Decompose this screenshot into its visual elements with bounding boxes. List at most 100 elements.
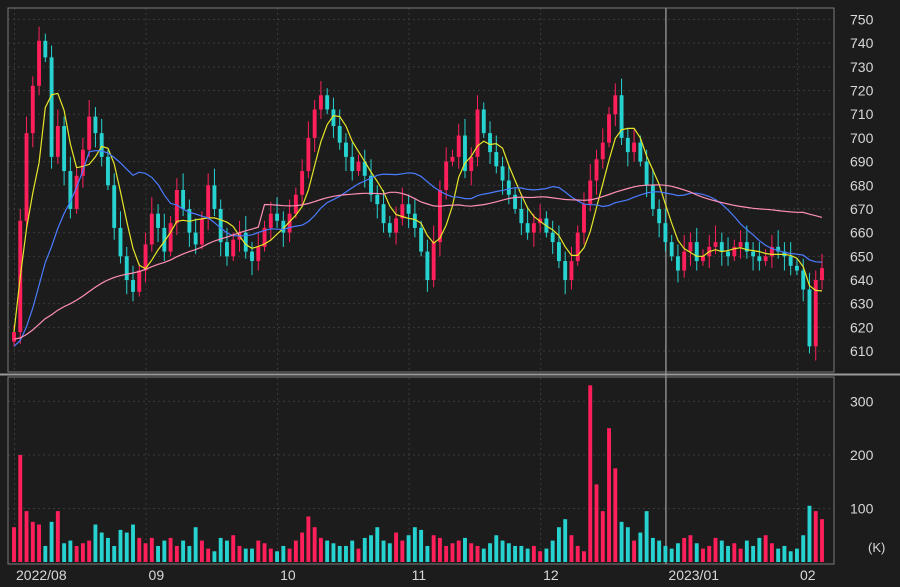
volume-bar: [594, 484, 599, 562]
volume-bar: [118, 529, 123, 562]
candle-body: [481, 109, 486, 134]
candle-body: [300, 171, 305, 195]
volume-bar: [275, 551, 280, 562]
volume-bar: [394, 532, 399, 562]
candle-body: [293, 194, 298, 214]
volume-bar: [619, 521, 624, 562]
volume-bar: [544, 548, 549, 562]
candle-body: [657, 208, 662, 224]
candle-body: [494, 152, 499, 167]
candle-body: [582, 204, 586, 233]
volume-bar: [293, 540, 298, 562]
grid-lines: [8, 8, 834, 564]
volume-bar: [582, 551, 586, 562]
price-tick-label: 710: [850, 106, 874, 122]
volume-bar: [531, 545, 536, 562]
volume-bar: [769, 543, 774, 562]
volume-bar: [556, 527, 561, 562]
price-tick-label: 670: [850, 201, 874, 217]
candle-body: [607, 114, 611, 143]
price-tick-label: 630: [850, 296, 874, 312]
candle-body: [350, 156, 355, 172]
volume-bar: [463, 537, 467, 562]
candle-body: [650, 185, 655, 209]
volume-bar: [55, 511, 60, 562]
volume-bar: [419, 529, 424, 562]
price-tick-label: 750: [850, 11, 874, 27]
candle-body: [663, 223, 668, 243]
volume-bar: [437, 537, 442, 562]
volume-bar: [469, 543, 474, 562]
volume-bar: [475, 545, 480, 562]
candle-body: [375, 194, 380, 205]
volume-bar: [124, 532, 129, 562]
volume-bar: [450, 543, 455, 562]
candle-body: [701, 256, 705, 262]
volume-bar: [362, 537, 367, 562]
candle-body: [381, 204, 386, 224]
candle-body: [412, 213, 417, 228]
candle-body: [199, 218, 204, 245]
price-tick-label: 620: [850, 319, 874, 335]
candle-body: [431, 242, 436, 280]
volume-bar: [632, 540, 637, 562]
volume-bar: [93, 524, 98, 562]
candle-body: [112, 185, 117, 228]
candle-body: [556, 242, 561, 262]
volume-bar: [199, 540, 204, 562]
volume-bar: [149, 537, 154, 562]
candle-body: [619, 95, 624, 138]
candle-body: [30, 85, 35, 134]
candle-body: [143, 244, 148, 271]
volume-bar: [569, 535, 574, 562]
candle-body: [463, 135, 467, 172]
volume-bar: [757, 537, 762, 562]
volume-bar: [306, 516, 311, 562]
volume-bar: [369, 535, 373, 562]
volume-bar: [801, 535, 806, 562]
candle-body: [262, 227, 267, 247]
volume-bar: [795, 548, 799, 562]
ma-long-line: [13, 184, 823, 340]
volume-bar: [744, 540, 749, 562]
volume-bar: [400, 540, 405, 562]
volume-bar: [225, 540, 229, 562]
volume-bar: [262, 543, 267, 562]
candle-body: [456, 135, 461, 157]
volume-bar: [694, 543, 699, 562]
candle-body: [287, 213, 292, 233]
candle-body: [437, 190, 442, 243]
candle-body: [469, 156, 474, 172]
candle-body: [801, 270, 806, 290]
volume-bar: [538, 551, 543, 562]
price-tick-label: 740: [850, 35, 874, 51]
volume-bar: [669, 548, 674, 562]
volume-bar: [37, 524, 41, 562]
candle-body: [675, 256, 680, 271]
candle-body: [99, 133, 104, 157]
price-tick-label: 690: [850, 154, 874, 170]
candle-body: [776, 246, 781, 252]
volume-bar: [168, 537, 173, 562]
volume-bar: [106, 537, 110, 562]
candle-body: [337, 126, 342, 143]
volume-bar: [206, 548, 211, 562]
volume-bar: [550, 540, 555, 562]
candle-body: [306, 137, 311, 172]
volume-bars: [12, 385, 824, 562]
candle-body: [738, 242, 743, 247]
candle-body: [638, 142, 643, 162]
volume-bar: [663, 545, 668, 562]
volume-bar: [287, 548, 292, 562]
price-tick-label: 720: [850, 83, 874, 99]
volume-tick-label: 300: [850, 393, 874, 409]
volume-bar: [68, 540, 73, 562]
volume-bar: [187, 545, 192, 562]
candle-body: [356, 161, 361, 172]
candle-body: [331, 109, 336, 127]
candle-body: [594, 159, 599, 181]
candle-body: [632, 142, 637, 153]
volume-panel-frame: [7, 376, 835, 565]
price-tick-label: 680: [850, 177, 874, 193]
time-tick-label: 12: [543, 567, 559, 583]
